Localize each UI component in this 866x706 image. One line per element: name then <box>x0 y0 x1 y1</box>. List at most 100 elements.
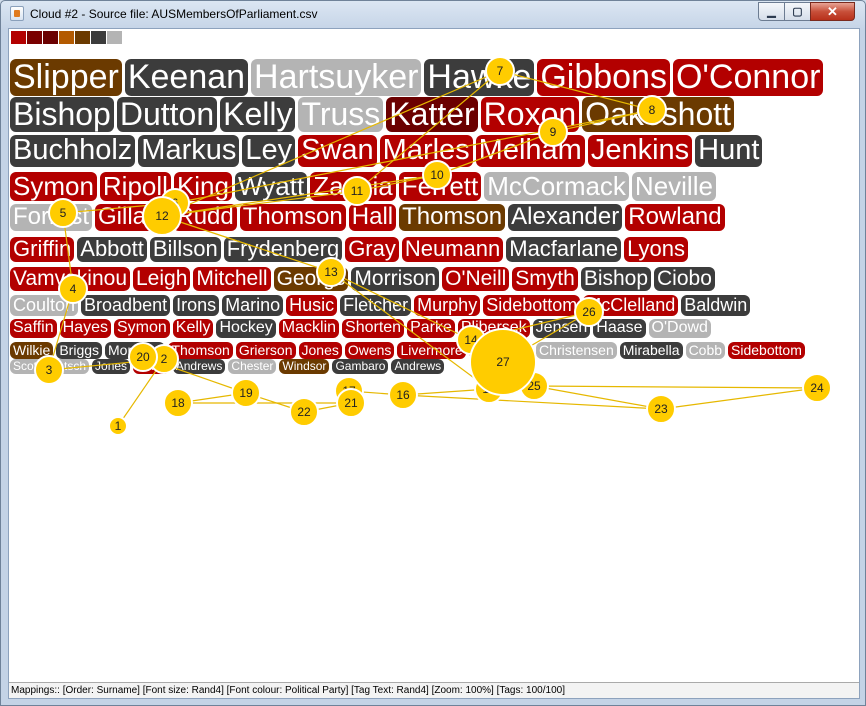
tag-gray[interactable]: Gray <box>345 237 399 262</box>
tag-broadbent[interactable]: Broadbent <box>81 295 171 316</box>
tag-mccormack[interactable]: McCormack <box>484 172 629 201</box>
colour-swatch[interactable] <box>91 31 106 44</box>
tag-coulton[interactable]: Coulton <box>10 295 79 316</box>
tag-marles[interactable]: Marles <box>379 135 473 167</box>
tag-kelly[interactable]: Kelly <box>220 97 296 132</box>
tag-slipper[interactable]: Slipper <box>10 59 122 96</box>
tag-bishop[interactable]: Bishop <box>10 97 114 132</box>
tag-morrison[interactable]: Morrison <box>351 267 440 291</box>
tag-odowd[interactable]: O'Dowd <box>648 319 711 338</box>
minimize-button[interactable]: ▁ <box>758 2 785 21</box>
tag-ciobo[interactable]: Ciobo <box>654 267 715 291</box>
tag-marino[interactable]: Marino <box>222 295 284 316</box>
tag-hockey[interactable]: Hockey <box>216 319 276 338</box>
tag-owens[interactable]: Owens <box>344 342 395 359</box>
tag-snowdon[interactable]: Snowdon <box>468 342 534 359</box>
colour-swatch[interactable] <box>43 31 58 44</box>
tag-neumann[interactable]: Neumann <box>401 237 504 262</box>
tag-livermore[interactable]: Livermore <box>397 342 466 359</box>
tag-rudd[interactable]: Rudd <box>173 204 237 231</box>
tag-saffin[interactable]: Saffin <box>10 319 57 338</box>
tag-dutton[interactable]: Dutton <box>116 97 218 132</box>
tag-thomson[interactable]: Thomson <box>239 204 346 231</box>
node-1[interactable]: 1 <box>108 416 128 436</box>
tag-katter[interactable]: Katter <box>386 97 478 132</box>
tag-windsor[interactable]: Windsor <box>279 359 330 374</box>
tag-hawke[interactable]: Hawke <box>424 59 535 96</box>
maximize-button[interactable]: ▢ <box>784 2 811 21</box>
tag-markus[interactable]: Markus <box>138 135 240 167</box>
tag-murphy[interactable]: Murphy <box>414 295 481 316</box>
tag-entsch[interactable]: Entsch <box>46 359 90 374</box>
tag-baldwin[interactable]: Baldwin <box>681 295 751 316</box>
cloud-canvas[interactable]: Slipper Keenan Hartsuyker Hawke Gibbons O'Con… <box>8 28 860 699</box>
tag-fletcher[interactable]: Fletcher <box>340 295 412 316</box>
tag-roxon[interactable]: Roxon <box>480 97 580 132</box>
tag-macfarlane[interactable]: Macfarlane <box>506 237 622 262</box>
tag-cobb[interactable]: Cobb <box>685 342 726 359</box>
tag-christensen[interactable]: Christensen <box>536 342 617 359</box>
tag-leigh[interactable]: Leigh <box>133 267 191 291</box>
tag-parke[interactable]: Parke <box>407 319 455 338</box>
tag-keenan[interactable]: Keenan <box>124 59 249 96</box>
tag-georgs[interactable]: Georgs <box>273 267 349 291</box>
tag-melham[interactable]: Melham <box>475 135 585 167</box>
tag-kelly[interactable]: Kelly <box>172 319 214 338</box>
tag-smith[interactable]: Smith <box>133 359 170 374</box>
tag-abbott[interactable]: Abbott <box>77 237 147 262</box>
tag-sidebottom[interactable]: Sidebottom <box>728 342 805 359</box>
tag-gibbons[interactable]: Gibbons <box>537 59 670 96</box>
tag-shorten[interactable]: Shorten <box>342 319 405 338</box>
tag-swan[interactable]: Swan <box>298 135 377 167</box>
title-bar[interactable]: Cloud #2 - Source file: AUSMembersOfParl… <box>1 1 865 27</box>
tag-cloud[interactable]: Slipper Keenan Hartsuyker Hawke Gibbons O'Con… <box>9 57 859 417</box>
tag-wilkie[interactable]: Wilkie <box>10 342 54 359</box>
tag-irons[interactable]: Irons <box>173 295 220 316</box>
tag-morrison[interactable]: Morrison <box>105 342 166 359</box>
tag-jones[interactable]: Jones <box>92 359 131 374</box>
tag-husic[interactable]: Husic <box>286 295 338 316</box>
java-app-icon[interactable] <box>10 6 24 21</box>
tag-alexander[interactable]: Alexander <box>508 204 623 231</box>
colour-swatch[interactable] <box>75 31 90 44</box>
colour-swatch[interactable] <box>107 31 122 44</box>
tag-andrews[interactable]: Andrews <box>391 359 445 374</box>
tag-sidebottom[interactable]: Sidebottom <box>483 295 581 316</box>
tag-griffin[interactable]: Griffin <box>10 237 75 262</box>
tag-mirabella[interactable]: Mirabella <box>619 342 683 359</box>
tag-billson[interactable]: Billson <box>149 237 221 262</box>
tag-neville[interactable]: Neville <box>631 172 716 201</box>
tag-zappia[interactable]: Zappia <box>310 172 396 201</box>
tag-rowland[interactable]: Rowland <box>625 204 725 231</box>
tag-grierson[interactable]: Grierson <box>235 342 296 359</box>
tag-mcclelland[interactable]: McClelland <box>583 295 679 316</box>
tag-plibersek[interactable]: Plibersek <box>457 319 530 338</box>
tag-oconnor[interactable]: O'Connor <box>672 59 824 96</box>
tag-symon[interactable]: Symon <box>10 172 97 201</box>
tag-thomson[interactable]: Thomson <box>168 342 233 359</box>
tag-jensen[interactable]: Jensen <box>532 319 591 338</box>
tag-smyth[interactable]: Smyth <box>512 267 578 291</box>
colour-swatch[interactable] <box>59 31 74 44</box>
tag-buchholz[interactable]: Buchholz <box>10 135 136 167</box>
tag-oneill[interactable]: O'Neill <box>442 267 510 291</box>
colour-swatch[interactable] <box>11 31 26 44</box>
tag-hayes[interactable]: Hayes <box>59 319 111 338</box>
tag-scott[interactable]: Scott <box>10 359 44 374</box>
tag-ley[interactable]: Ley <box>242 135 296 167</box>
node-circle[interactable] <box>108 416 128 436</box>
tag-chester[interactable]: Chester <box>228 359 277 374</box>
tag-briggs[interactable]: Briggs <box>56 342 103 359</box>
tag-jenkins[interactable]: Jenkins <box>587 135 693 167</box>
tag-bishop[interactable]: Bishop <box>580 267 652 291</box>
tag-symon[interactable]: Symon <box>113 319 170 338</box>
tag-andrews[interactable]: Andrews <box>172 359 226 374</box>
tag-macklin[interactable]: Macklin <box>278 319 340 338</box>
colour-swatch[interactable] <box>27 31 42 44</box>
tag-lyons[interactable]: Lyons <box>624 237 688 262</box>
tag-hunt[interactable]: Hunt <box>695 135 763 167</box>
tag-king[interactable]: King <box>173 172 232 201</box>
tag-wyatt[interactable]: Wyatt <box>234 172 308 201</box>
tag-hartsuyker[interactable]: Hartsuyker <box>251 59 422 96</box>
tag-ferrett[interactable]: Ferrett <box>398 172 482 201</box>
